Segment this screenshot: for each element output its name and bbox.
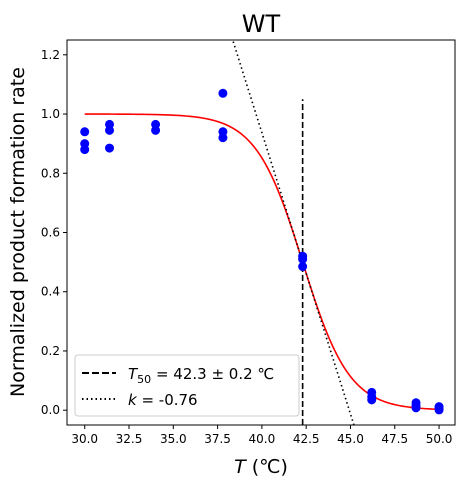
- slope-line: [231, 40, 355, 425]
- x-tick-label: 30.0: [71, 432, 98, 446]
- data-point: [367, 395, 377, 405]
- x-tick-label: 42.5: [293, 432, 320, 446]
- x-axis-label-unit: (℃): [246, 456, 288, 478]
- data-point: [298, 254, 308, 264]
- y-tick-label: 0.8: [41, 166, 60, 180]
- data-point: [298, 262, 308, 272]
- x-tick-label: 50.0: [426, 432, 453, 446]
- x-tick-label: 35.0: [160, 432, 187, 446]
- legend-t50-var: T: [128, 365, 139, 383]
- x-tick-label: 32.5: [116, 432, 143, 446]
- y-tick-label: 0.6: [41, 226, 60, 240]
- x-tick-label: 47.5: [381, 432, 408, 446]
- x-tick-label: 40.0: [249, 432, 276, 446]
- legend: T50 = 42.3 ± 0.2 ℃ k = -0.76: [74, 354, 300, 417]
- legend-t50-sub: 50: [137, 373, 151, 386]
- x-axis-label-var: T: [234, 456, 247, 478]
- tick-layer: 30.0 32.5 35.0 37.5 40.0 42.5 45.0 47.5 50.0 0.0 0…: [41, 48, 453, 446]
- x-tick-label: 37.5: [204, 432, 231, 446]
- data-point: [434, 405, 444, 415]
- plot-area: [80, 40, 444, 425]
- data-point: [80, 127, 90, 137]
- legend-k-var: k: [128, 391, 138, 409]
- x-tick-label: 45.0: [337, 432, 364, 446]
- y-axis-label: Normalized product formation rate: [7, 67, 29, 397]
- y-tick-label: 1.0: [41, 107, 60, 121]
- legend-t50-label: T50 = 42.3 ± 0.2 ℃: [128, 365, 274, 386]
- data-point: [151, 125, 161, 135]
- y-tick-label: 0.4: [41, 285, 60, 299]
- x-axis-label: T (℃): [234, 456, 288, 478]
- data-point: [80, 145, 90, 155]
- data-point: [218, 133, 228, 143]
- legend-k-label: k = -0.76: [128, 391, 198, 409]
- data-point: [411, 403, 421, 413]
- legend-k-text: = -0.76: [137, 391, 198, 409]
- plot-frame: [66, 39, 456, 426]
- data-point: [105, 143, 115, 153]
- y-tick-label: 0.0: [41, 403, 60, 417]
- data-point: [218, 88, 228, 98]
- chart-title: WT: [242, 10, 281, 38]
- legend-box: [74, 354, 300, 417]
- y-tick-label: 0.2: [41, 344, 60, 358]
- fit-curve: [84, 113, 440, 411]
- y-tick-label: 1.2: [41, 48, 60, 62]
- legend-t50-text: = 42.3 ± 0.2 ℃: [151, 365, 274, 383]
- data-point: [105, 125, 115, 135]
